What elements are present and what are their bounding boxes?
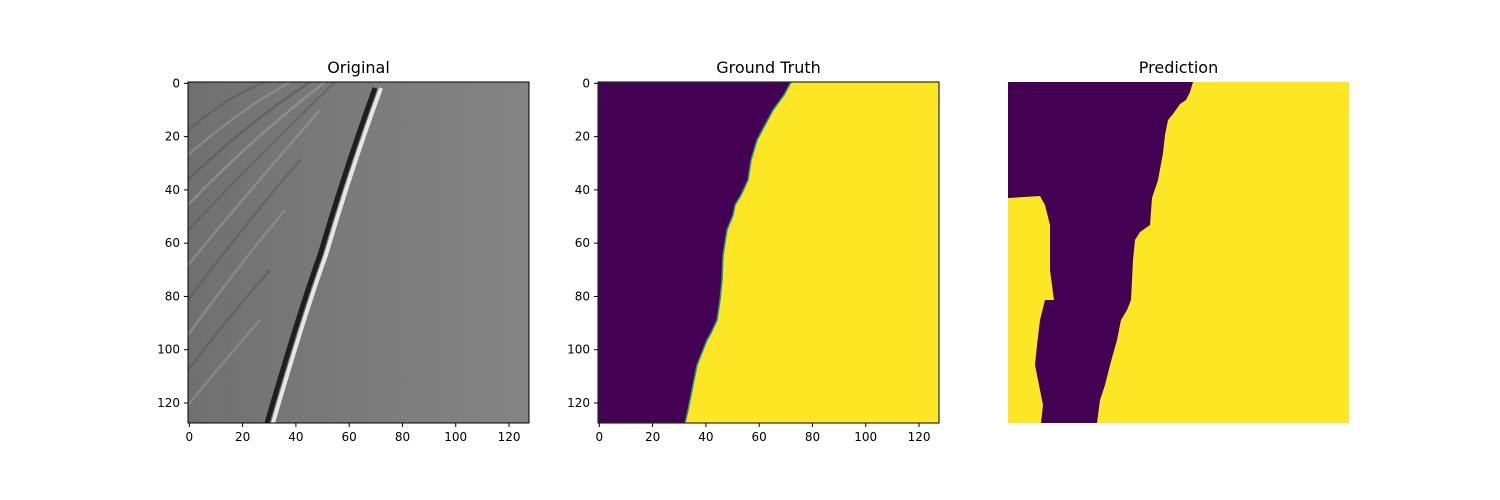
- x-tick-label: 100: [444, 430, 467, 444]
- axes-frame: [187, 81, 530, 424]
- x-tick-label: 80: [395, 430, 410, 444]
- axes-ground-truth: 0 20 40 60 80 100 120 0 20 40 60 80 100 120: [567, 76, 940, 444]
- ground-truth-class-0: [598, 82, 792, 423]
- panel-title-original: Original: [327, 58, 390, 77]
- prediction-mask: [1008, 82, 1349, 423]
- seismic-fault-line: [264, 87, 383, 423]
- axes-original: 0 20 40 60 80 100 120 0 20 40 60 80 100 120: [157, 76, 530, 444]
- panel-original: Original 0 20 40 60 80 100 120 0 20 40 60 80 100 120: [157, 58, 530, 444]
- x-tick-label: 40: [698, 430, 713, 444]
- y-tick-label: 100: [567, 343, 590, 357]
- x-tick-label: 20: [645, 430, 660, 444]
- x-tick-label: 0: [186, 430, 194, 444]
- x-tick-label: 60: [752, 430, 767, 444]
- x-tick-label: 20: [235, 430, 250, 444]
- x-tick-label: 60: [342, 430, 357, 444]
- x-tick-label: 40: [288, 430, 303, 444]
- y-tick-label: 60: [575, 236, 590, 250]
- y-tick-label: 80: [575, 289, 590, 303]
- panel-prediction: Prediction: [1008, 58, 1349, 423]
- x-tick-label: 80: [805, 430, 820, 444]
- y-tick-label: 0: [172, 76, 180, 90]
- y-tick-label: 40: [165, 183, 180, 197]
- axes-frame: [597, 81, 940, 424]
- y-tick-label: 20: [575, 130, 590, 144]
- panel-ground-truth: Ground Truth 0 20 40 60 80 100 120 0 20 40 60 80 100…: [567, 58, 940, 444]
- seismic-image: [188, 82, 529, 423]
- x-tick-label: 100: [854, 430, 877, 444]
- y-tick-label: 120: [157, 396, 180, 410]
- y-tick-label: 120: [567, 396, 590, 410]
- y-tick-label: 40: [575, 183, 590, 197]
- prediction-class-0: [1008, 82, 1193, 423]
- seismic-striations: [188, 82, 336, 406]
- y-tick-label: 20: [165, 130, 180, 144]
- ground-truth-mask: [598, 82, 939, 423]
- y-tick-label: 80: [165, 289, 180, 303]
- x-tick-label: 0: [596, 430, 604, 444]
- panel-title-prediction: Prediction: [1139, 58, 1218, 77]
- y-tick-label: 0: [582, 76, 590, 90]
- x-tick-label: 120: [908, 430, 931, 444]
- panel-title-ground-truth: Ground Truth: [716, 58, 821, 77]
- y-tick-label: 100: [157, 343, 180, 357]
- y-tick-label: 60: [165, 236, 180, 250]
- x-tick-label: 120: [498, 430, 521, 444]
